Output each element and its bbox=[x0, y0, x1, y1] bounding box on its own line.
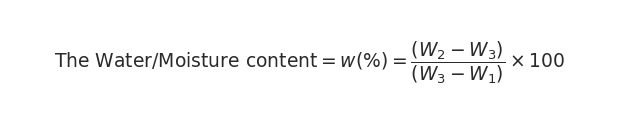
Text: $\mathsf{The\ Water/Moisture\ content} = w(\%) = \dfrac{(W_2 - W_3)}{(W_3 - W_1): $\mathsf{The\ Water/Moisture\ content} =… bbox=[55, 39, 565, 86]
